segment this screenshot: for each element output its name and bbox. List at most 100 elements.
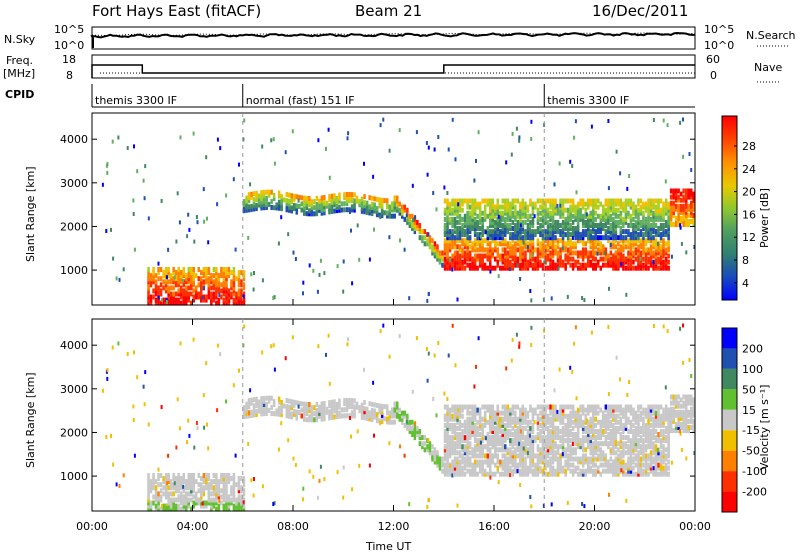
power-cell [388,235,390,239]
velocity-cell [172,473,175,478]
velocity-cell [549,417,552,422]
cpid-segment-label: themis 3300 IF [95,94,177,107]
velocity-cell [559,410,561,414]
velocity-cell [625,463,628,468]
velocity-cell [680,410,683,415]
power-cell [382,118,384,122]
velocity-cell [562,426,565,431]
power-cell [517,199,520,204]
power-cell [272,296,274,300]
velocity-cell [157,482,160,487]
power-cell [484,254,487,259]
velocity-cell [512,417,514,422]
velocity-cell [291,411,294,416]
velocity-cell [534,453,537,458]
velocity-cell [249,388,251,392]
power-cell [451,268,453,272]
power-cell [582,247,585,252]
power-cell [534,202,537,207]
power-cell [170,292,173,297]
power-cell [492,199,495,204]
power-cell [155,273,158,278]
velocity-cell [353,398,356,403]
velocity-cell [677,401,680,406]
power-cell [627,211,630,216]
velocity-cell [255,409,257,414]
power-cell [554,235,557,240]
power-cell [597,260,600,265]
power-cell [243,119,245,123]
power-cell [679,121,681,125]
power-cell [476,247,479,252]
velocity-cell [273,399,276,404]
power-cell [677,195,680,200]
velocity-cell [469,417,472,422]
power-cell [198,282,201,287]
velocity-cell [597,411,600,416]
velocity-cell [409,420,412,425]
velocity-cell [391,420,394,425]
velocity-cell [655,429,658,434]
power-cell [133,144,135,148]
velocity-cell [547,414,550,419]
velocity-cell [509,408,512,413]
power-cell [524,251,527,256]
velocity-cell [489,476,491,480]
velocity-cell [680,422,683,427]
power-cell [270,199,273,204]
power-cell [152,288,155,293]
velocity-cell [177,473,180,478]
velocity-cell [557,444,560,449]
power-cell [590,260,593,265]
velocity-cell [338,399,341,404]
velocity-cell [155,504,158,509]
power-cell [622,254,625,259]
power-cell [662,223,665,228]
power-cell [518,139,520,143]
power-cell [190,267,193,272]
power-cell [610,257,613,262]
velocity-cell [348,398,351,403]
velocity-cell [532,408,535,413]
velocity-cell [616,356,618,360]
power-cell [660,223,663,228]
power-cell [635,205,638,210]
power-cell [471,241,474,246]
velocity-cell [238,494,241,499]
power-cell [205,295,208,300]
power-cell [167,267,170,272]
velocity-cell [469,469,472,474]
power-cell [474,238,477,243]
power-cell [620,262,622,266]
velocity-cell [574,432,577,437]
power-cell [559,229,562,234]
velocity-cell [647,453,650,458]
power-cell [517,257,520,262]
velocity-cell [554,441,557,446]
power-cell [476,214,479,219]
velocity-cell [498,421,500,425]
velocity-cell [595,417,598,422]
power-cell [529,199,532,204]
velocity-cell [645,444,648,449]
velocity-cell [665,435,668,440]
velocity-cell [476,460,479,465]
power-cell [502,205,505,210]
power-cell [620,199,623,204]
power-cell [558,266,560,270]
velocity-cell [507,457,510,462]
power-cell [667,266,670,271]
power-cell [647,266,650,271]
power-cell [288,193,291,198]
velocity-cell [484,444,487,449]
power-cell [341,208,344,213]
power-cell [348,192,351,197]
power-cell [424,235,427,240]
velocity-cell [509,466,512,471]
power-cell [391,201,394,206]
power-cell [426,141,428,145]
power-cell [665,247,668,252]
power-cell [492,229,495,234]
power-cell [617,214,620,219]
velocity-cell [195,479,198,484]
